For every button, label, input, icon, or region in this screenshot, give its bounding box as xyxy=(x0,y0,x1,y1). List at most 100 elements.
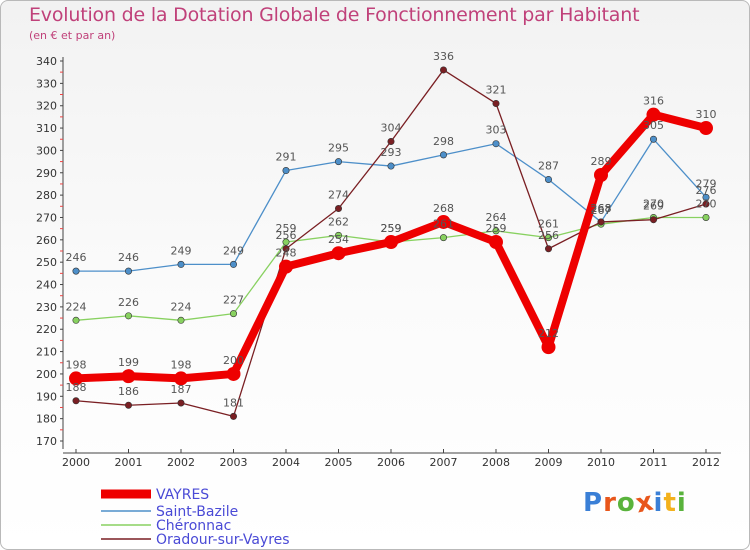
data-label: 259 xyxy=(381,222,402,235)
legend-label: Chéronnac xyxy=(156,518,231,534)
data-point xyxy=(544,245,552,253)
data-label: 181 xyxy=(223,396,244,409)
data-point xyxy=(702,193,710,201)
data-point xyxy=(436,214,451,229)
data-point xyxy=(230,412,238,420)
data-point xyxy=(177,260,185,268)
legend-label: VAYRES xyxy=(156,487,209,503)
y-tick-label: 270 xyxy=(36,211,57,224)
data-label: 224 xyxy=(171,300,192,313)
data-label: 304 xyxy=(381,121,402,134)
x-tick-label: 2011 xyxy=(640,456,668,469)
data-label: 227 xyxy=(223,294,244,307)
data-label: 289 xyxy=(591,155,612,168)
logo-letter: t xyxy=(663,488,677,518)
data-label: 254 xyxy=(328,233,349,246)
data-point xyxy=(387,137,395,145)
data-label: 256 xyxy=(276,229,297,242)
data-label: 226 xyxy=(118,296,139,309)
data-label: 310 xyxy=(696,108,717,121)
data-label: 212 xyxy=(538,327,559,340)
data-label: 246 xyxy=(66,251,87,264)
legend-label: Oradour-sur-Vayres xyxy=(156,532,290,548)
data-point xyxy=(649,135,657,143)
data-label: 303 xyxy=(486,124,507,137)
data-label: 261 xyxy=(433,218,454,231)
data-label: 267 xyxy=(591,204,612,217)
data-point xyxy=(72,397,80,405)
x-tick-label: 2007 xyxy=(430,456,458,469)
data-label: 269 xyxy=(643,200,664,213)
data-point xyxy=(121,369,136,384)
data-point xyxy=(597,218,605,226)
data-point xyxy=(331,246,346,261)
data-point xyxy=(489,235,503,250)
proxiti-logo: Proxiti xyxy=(583,486,687,519)
y-tick-label: 280 xyxy=(36,189,57,202)
x-tick-label: 2009 xyxy=(535,456,563,469)
data-point xyxy=(282,167,290,175)
data-label: 259 xyxy=(486,222,507,235)
x-tick-label: 2001 xyxy=(115,456,143,469)
y-tick-label: 260 xyxy=(36,234,57,247)
data-point xyxy=(702,200,710,208)
data-label: 259 xyxy=(381,222,402,235)
legend-label: Saint-Bazile xyxy=(156,504,238,520)
data-label: 198 xyxy=(171,358,192,371)
data-label: 199 xyxy=(118,356,139,369)
y-tick-label: 300 xyxy=(36,144,57,157)
data-point xyxy=(72,267,80,275)
x-tick-label: 2005 xyxy=(325,456,353,469)
data-label: 262 xyxy=(328,215,349,228)
data-point xyxy=(646,107,661,122)
data-point xyxy=(439,151,447,159)
y-tick-label: 230 xyxy=(36,301,57,314)
data-point xyxy=(594,168,608,182)
logo-letter: P xyxy=(583,488,604,518)
data-point xyxy=(125,312,133,320)
data-point xyxy=(649,216,657,224)
data-label: 268 xyxy=(591,202,612,215)
legend: VAYRESSaint-BazileChéronnacOradour-sur-V… xyxy=(101,487,290,548)
data-point xyxy=(334,158,342,166)
data-label: 224 xyxy=(66,300,87,313)
data-label: 246 xyxy=(118,251,139,264)
data-label: 261 xyxy=(538,218,559,231)
x-tick-label: 2010 xyxy=(587,456,615,469)
y-tick-label: 200 xyxy=(36,368,57,381)
data-label: 248 xyxy=(276,247,297,260)
data-point xyxy=(282,238,290,246)
y-tick-label: 250 xyxy=(36,256,57,269)
y-tick-label: 290 xyxy=(36,167,57,180)
chart-subtitle: (en € et par an) xyxy=(29,29,116,42)
data-point xyxy=(177,399,185,407)
data-label: 249 xyxy=(223,244,244,257)
x-tick-label: 2012 xyxy=(692,456,720,469)
data-point xyxy=(439,234,447,242)
y-tick-label: 320 xyxy=(36,100,57,113)
data-label: 268 xyxy=(433,202,454,215)
data-point xyxy=(125,267,133,275)
data-point xyxy=(541,340,556,355)
data-label: 200 xyxy=(223,354,244,367)
x-tick-label: 2008 xyxy=(482,456,510,469)
y-tick-label: 240 xyxy=(36,279,57,292)
data-point xyxy=(125,401,133,409)
axes: 170 180 190 200 210 220 230 240 250 260 270 280 290 3… xyxy=(36,55,721,469)
data-label: 256 xyxy=(538,229,559,242)
data-label: 268 xyxy=(591,202,612,215)
data-label: 279 xyxy=(696,177,717,190)
data-point xyxy=(69,371,83,386)
data-label: 259 xyxy=(276,222,297,235)
data-point xyxy=(492,99,500,107)
y-tick-label: 330 xyxy=(36,77,57,90)
data-label: 276 xyxy=(696,184,717,197)
data-point xyxy=(699,121,713,136)
data-point xyxy=(226,366,241,381)
y-tick-label: 170 xyxy=(36,435,57,448)
data-label: 287 xyxy=(538,159,559,172)
data-label: 264 xyxy=(486,211,507,224)
